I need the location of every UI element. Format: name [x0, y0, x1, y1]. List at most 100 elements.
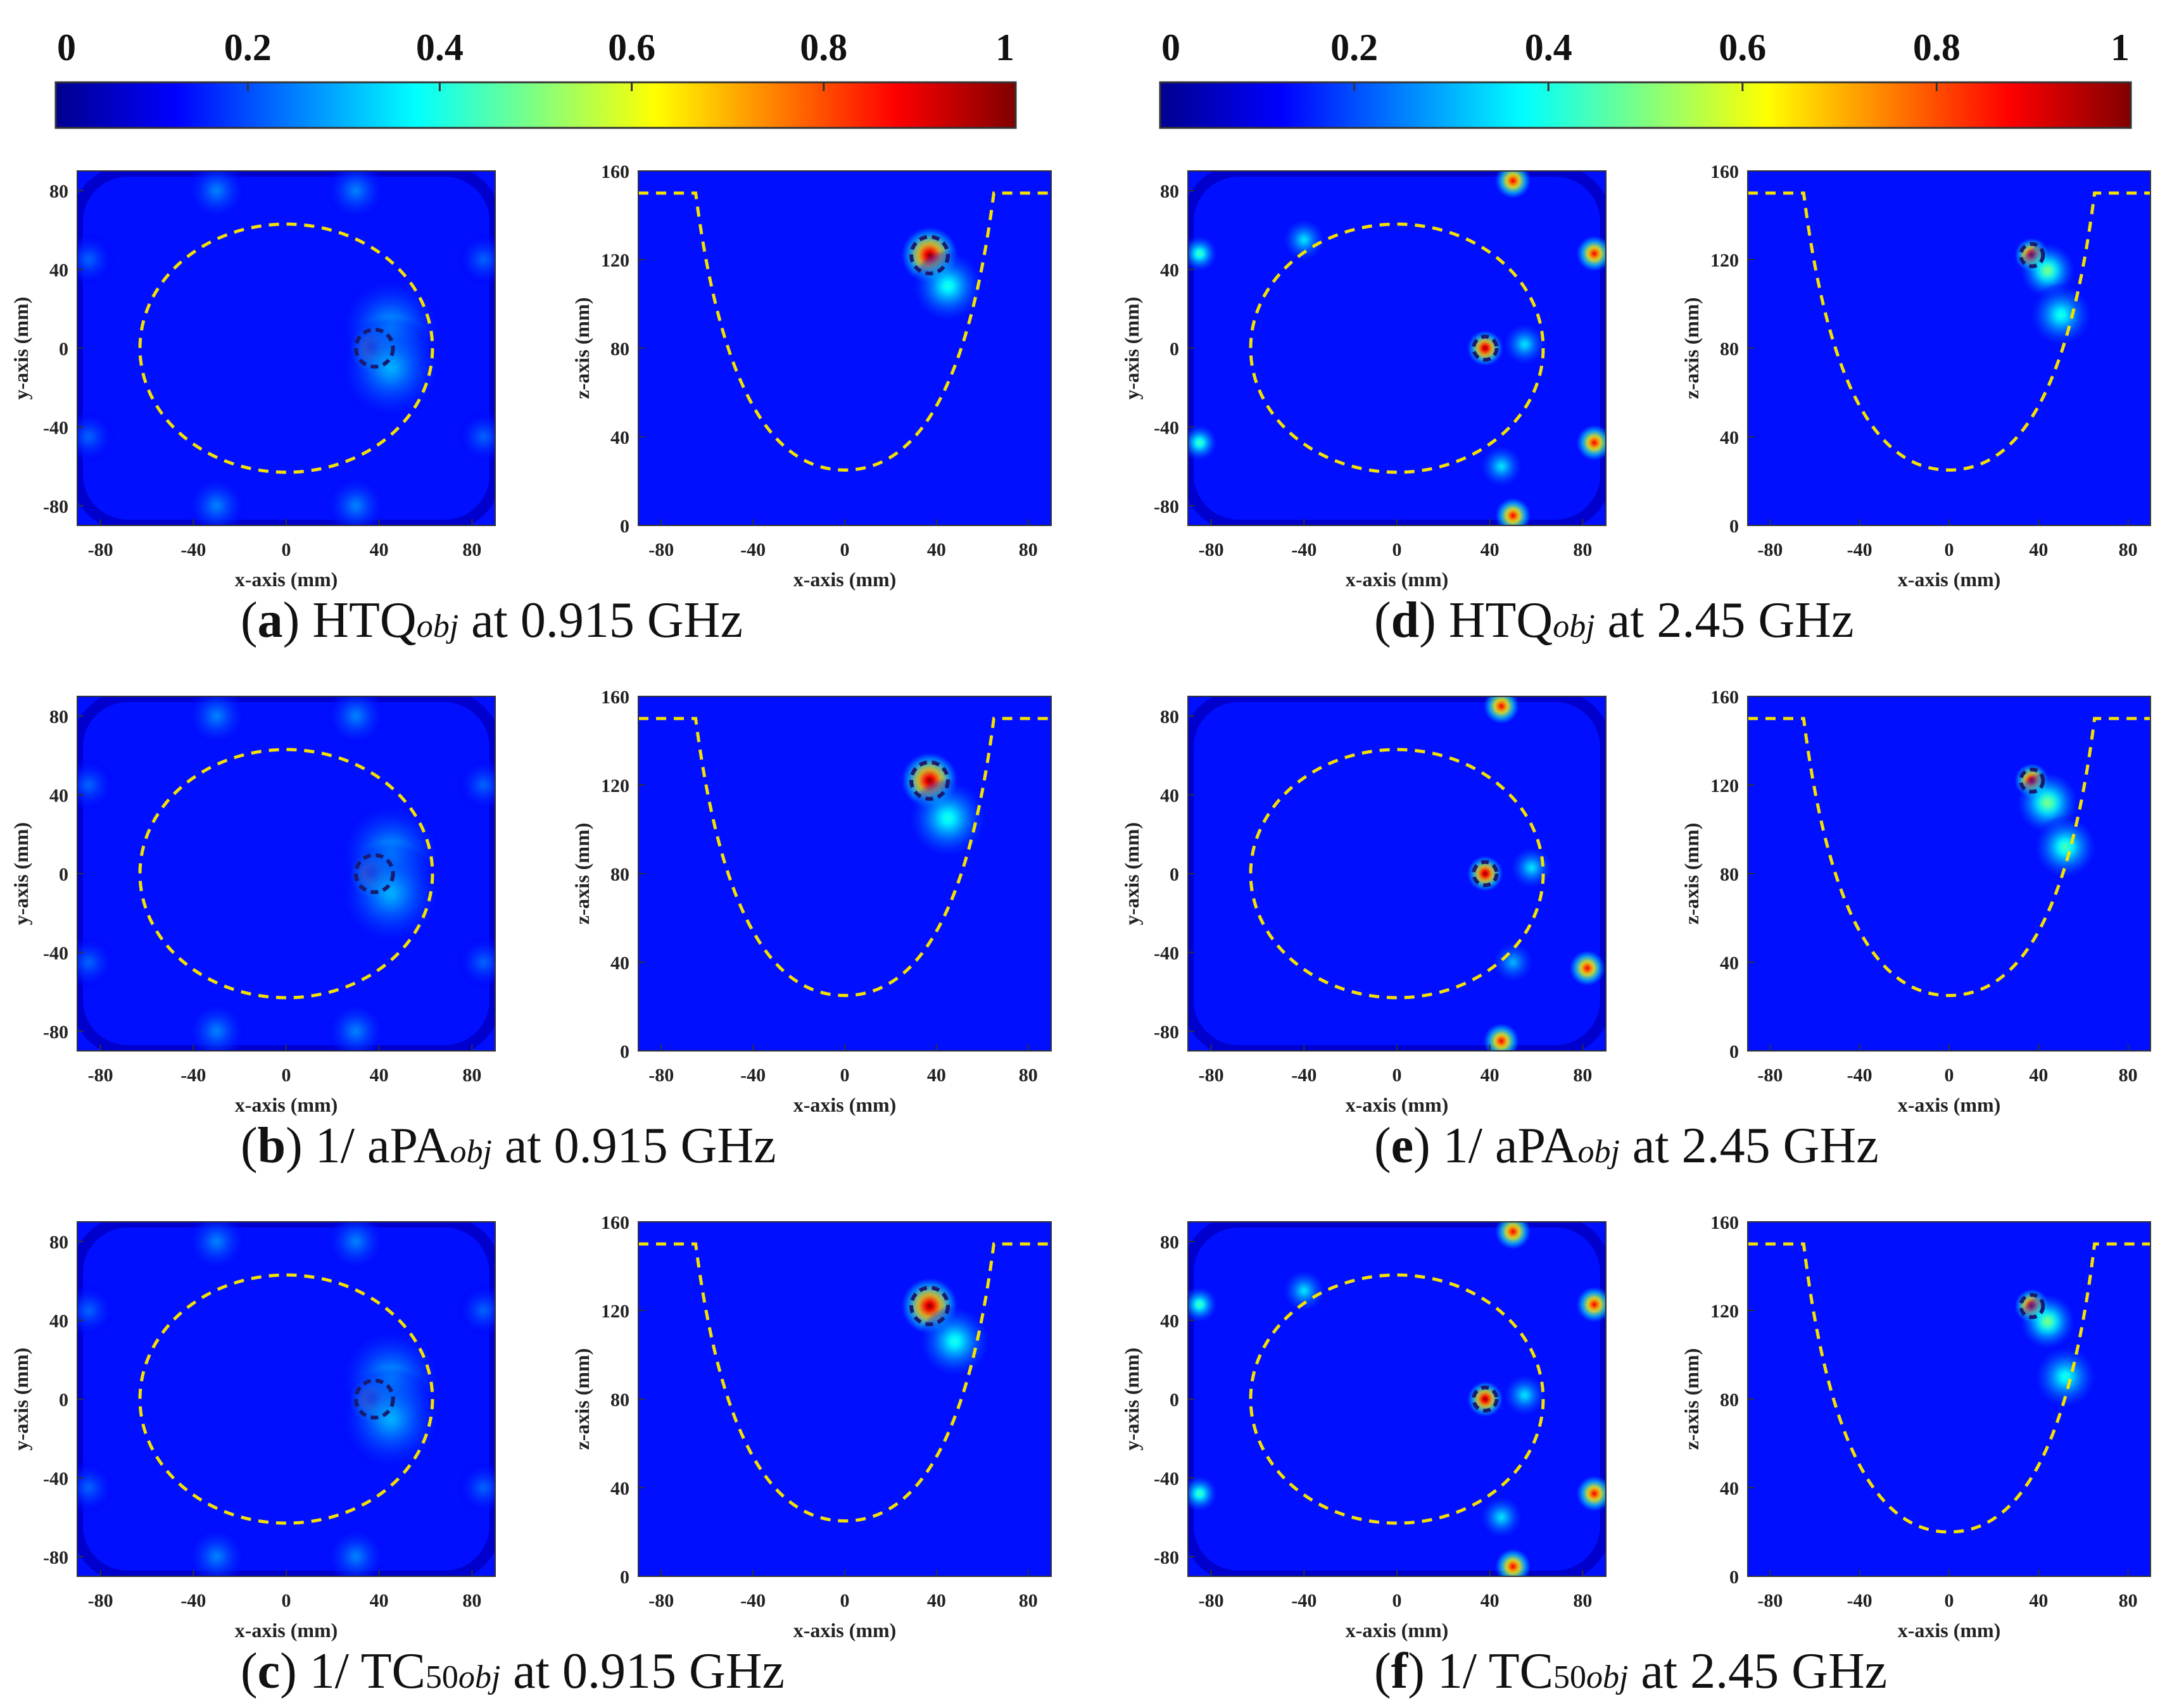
caption-a: (a) HTQobj at 0.915 GHz: [241, 592, 743, 650]
caption-subscript: obj: [1553, 608, 1595, 644]
y-axis-label: y-axis (mm): [9, 1348, 32, 1451]
hotspot: [457, 410, 495, 463]
x-tick-label: 0: [1945, 539, 1954, 560]
y-axis-label: z-axis (mm): [1680, 298, 1703, 399]
y-tick-label: 80: [49, 181, 68, 202]
y-tick-label: 160: [601, 687, 629, 708]
caption-f: (f) 1/ TC50obj at 2.45 GHz: [1374, 1643, 1887, 1700]
y-tick-label: 0: [59, 339, 68, 360]
colorbar-tick-label: 1: [2111, 27, 2130, 68]
xy-plot: -80 -40 0 40 80 80 40 0 -40 -80 x-axis (mm) y-axis …: [1120, 170, 1607, 591]
y-tick-label: 0: [1729, 516, 1739, 537]
hotspot: [457, 936, 495, 989]
phantom-contour: [1249, 222, 1545, 474]
phantom-contour: [1748, 191, 2150, 472]
x-tick-label: 40: [927, 539, 946, 560]
y-tick-label: 80: [1160, 706, 1179, 727]
caption-letter: c: [257, 1643, 281, 1699]
y-tick-label: 80: [610, 864, 629, 885]
x-tick-label: -40: [1847, 1065, 1872, 1086]
y-tick-label: 0: [1729, 1041, 1739, 1062]
x-tick-label: -40: [1847, 539, 1872, 560]
y-tick-label: 80: [610, 339, 629, 360]
y-tick-label: -80: [43, 1547, 68, 1568]
target-ring: [2019, 767, 2045, 794]
y-tick-label: 80: [1720, 864, 1739, 885]
y-axis-label: z-axis (mm): [1680, 1348, 1703, 1450]
y-tick-label: 160: [1710, 161, 1739, 182]
phantom-contour: [638, 1242, 1051, 1523]
x-tick-label: 80: [1019, 1590, 1038, 1611]
target-ring: [354, 853, 395, 895]
x-tick-label: 0: [840, 1590, 850, 1611]
x-tick-label: -80: [648, 539, 674, 560]
y-tick-label: 160: [1710, 687, 1739, 708]
caption-paren: (: [1374, 593, 1391, 648]
y-tick-label: 0: [620, 516, 629, 537]
hotspot: [2033, 1345, 2098, 1409]
y-tick-label: -40: [1154, 943, 1179, 964]
caption-metric: 1/ aPA: [315, 1118, 450, 1174]
caption-letter: d: [1391, 593, 1420, 648]
plot-area: [1748, 1222, 2150, 1576]
y-tick-label: 40: [1160, 786, 1179, 807]
colorbar-tick-label: 0.2: [224, 27, 272, 68]
hotspot: [77, 1284, 115, 1337]
caption-frequency: at 2.45 GHz: [1619, 1118, 1879, 1174]
hotspot: [2019, 1293, 2076, 1350]
y-tick-label: -40: [43, 1468, 68, 1489]
phantom-contour: [138, 222, 434, 474]
caption-metric: HTQ: [312, 593, 417, 648]
x-tick-label: -80: [1199, 1590, 1224, 1611]
caption-subscript: obj: [1577, 1134, 1620, 1170]
y-tick-label: 0: [1170, 339, 1179, 360]
caption-paren: ): [280, 1643, 310, 1699]
caption-paren: (: [1374, 1643, 1391, 1699]
plot-area: [638, 171, 1051, 525]
y-tick-label: 0: [59, 1390, 68, 1410]
hotspot: [1575, 1475, 1606, 1512]
target-ring: [2019, 1293, 2045, 1319]
hotspot: [1479, 444, 1524, 489]
y-tick-label: 40: [610, 427, 629, 448]
x-axis-label: x-axis (mm): [235, 1619, 338, 1642]
hotspot: [1479, 1495, 1524, 1540]
xz-plot: -80 -40 0 40 80 160 120 80 40 0 x-axis (mm) z-axis …: [571, 161, 1052, 591]
colorbar-tick-label: 0: [1161, 27, 1180, 68]
y-tick-label: 0: [620, 1041, 629, 1062]
hotspot: [457, 758, 495, 812]
xy-plot: -80 -40 0 40 80 80 40 0 -40 -80 x-axis (mm) y-axis …: [9, 170, 496, 591]
x-tick-label: 40: [370, 1590, 389, 1611]
y-tick-label: -40: [1154, 1468, 1179, 1489]
y-tick-label: 40: [1720, 1478, 1739, 1499]
x-tick-label: 40: [1481, 539, 1500, 560]
x-tick-label: 40: [1481, 1065, 1500, 1086]
y-axis-label: y-axis (mm): [1120, 822, 1143, 926]
y-tick-label: -40: [43, 943, 68, 964]
y-axis-label: y-axis (mm): [1120, 1348, 1143, 1451]
y-tick-label: 40: [1160, 260, 1179, 281]
hotspot: [1575, 1286, 1606, 1323]
hotspot: [457, 233, 495, 286]
hotspot: [326, 475, 386, 525]
y-tick-label: 0: [59, 864, 68, 885]
heatmap-background: [638, 171, 1051, 525]
target-ring: [1472, 1385, 1499, 1413]
xz-plot: -80 -40 0 40 80 160 120 80 40 0 x-axis (mm) z-axis …: [571, 1212, 1052, 1642]
colorbar-tick-label: 0.4: [416, 27, 464, 68]
x-tick-label: -80: [648, 1590, 674, 1611]
y-tick-label: 120: [1710, 250, 1739, 271]
y-axis-label: y-axis (mm): [1120, 297, 1143, 400]
hotspot: [907, 777, 988, 859]
x-axis-label: x-axis (mm): [1898, 1093, 2001, 1116]
hotspot: [187, 696, 246, 746]
hotspot: [1482, 1022, 1520, 1051]
caption-subscript: obj: [458, 1659, 501, 1695]
panel-a: -80 -40 0 40 80 80 40 0 -40 -80 x-axis (mm) y-axis …: [9, 161, 1052, 591]
caption-b: (b) 1/ aPAobj at 0.915 GHz: [241, 1117, 776, 1175]
hotspot: [1188, 424, 1218, 462]
caption-paren: ): [1408, 1643, 1437, 1699]
target-ring: [909, 760, 950, 801]
x-tick-label: -40: [1291, 539, 1316, 560]
x-tick-label: 40: [927, 1065, 946, 1086]
